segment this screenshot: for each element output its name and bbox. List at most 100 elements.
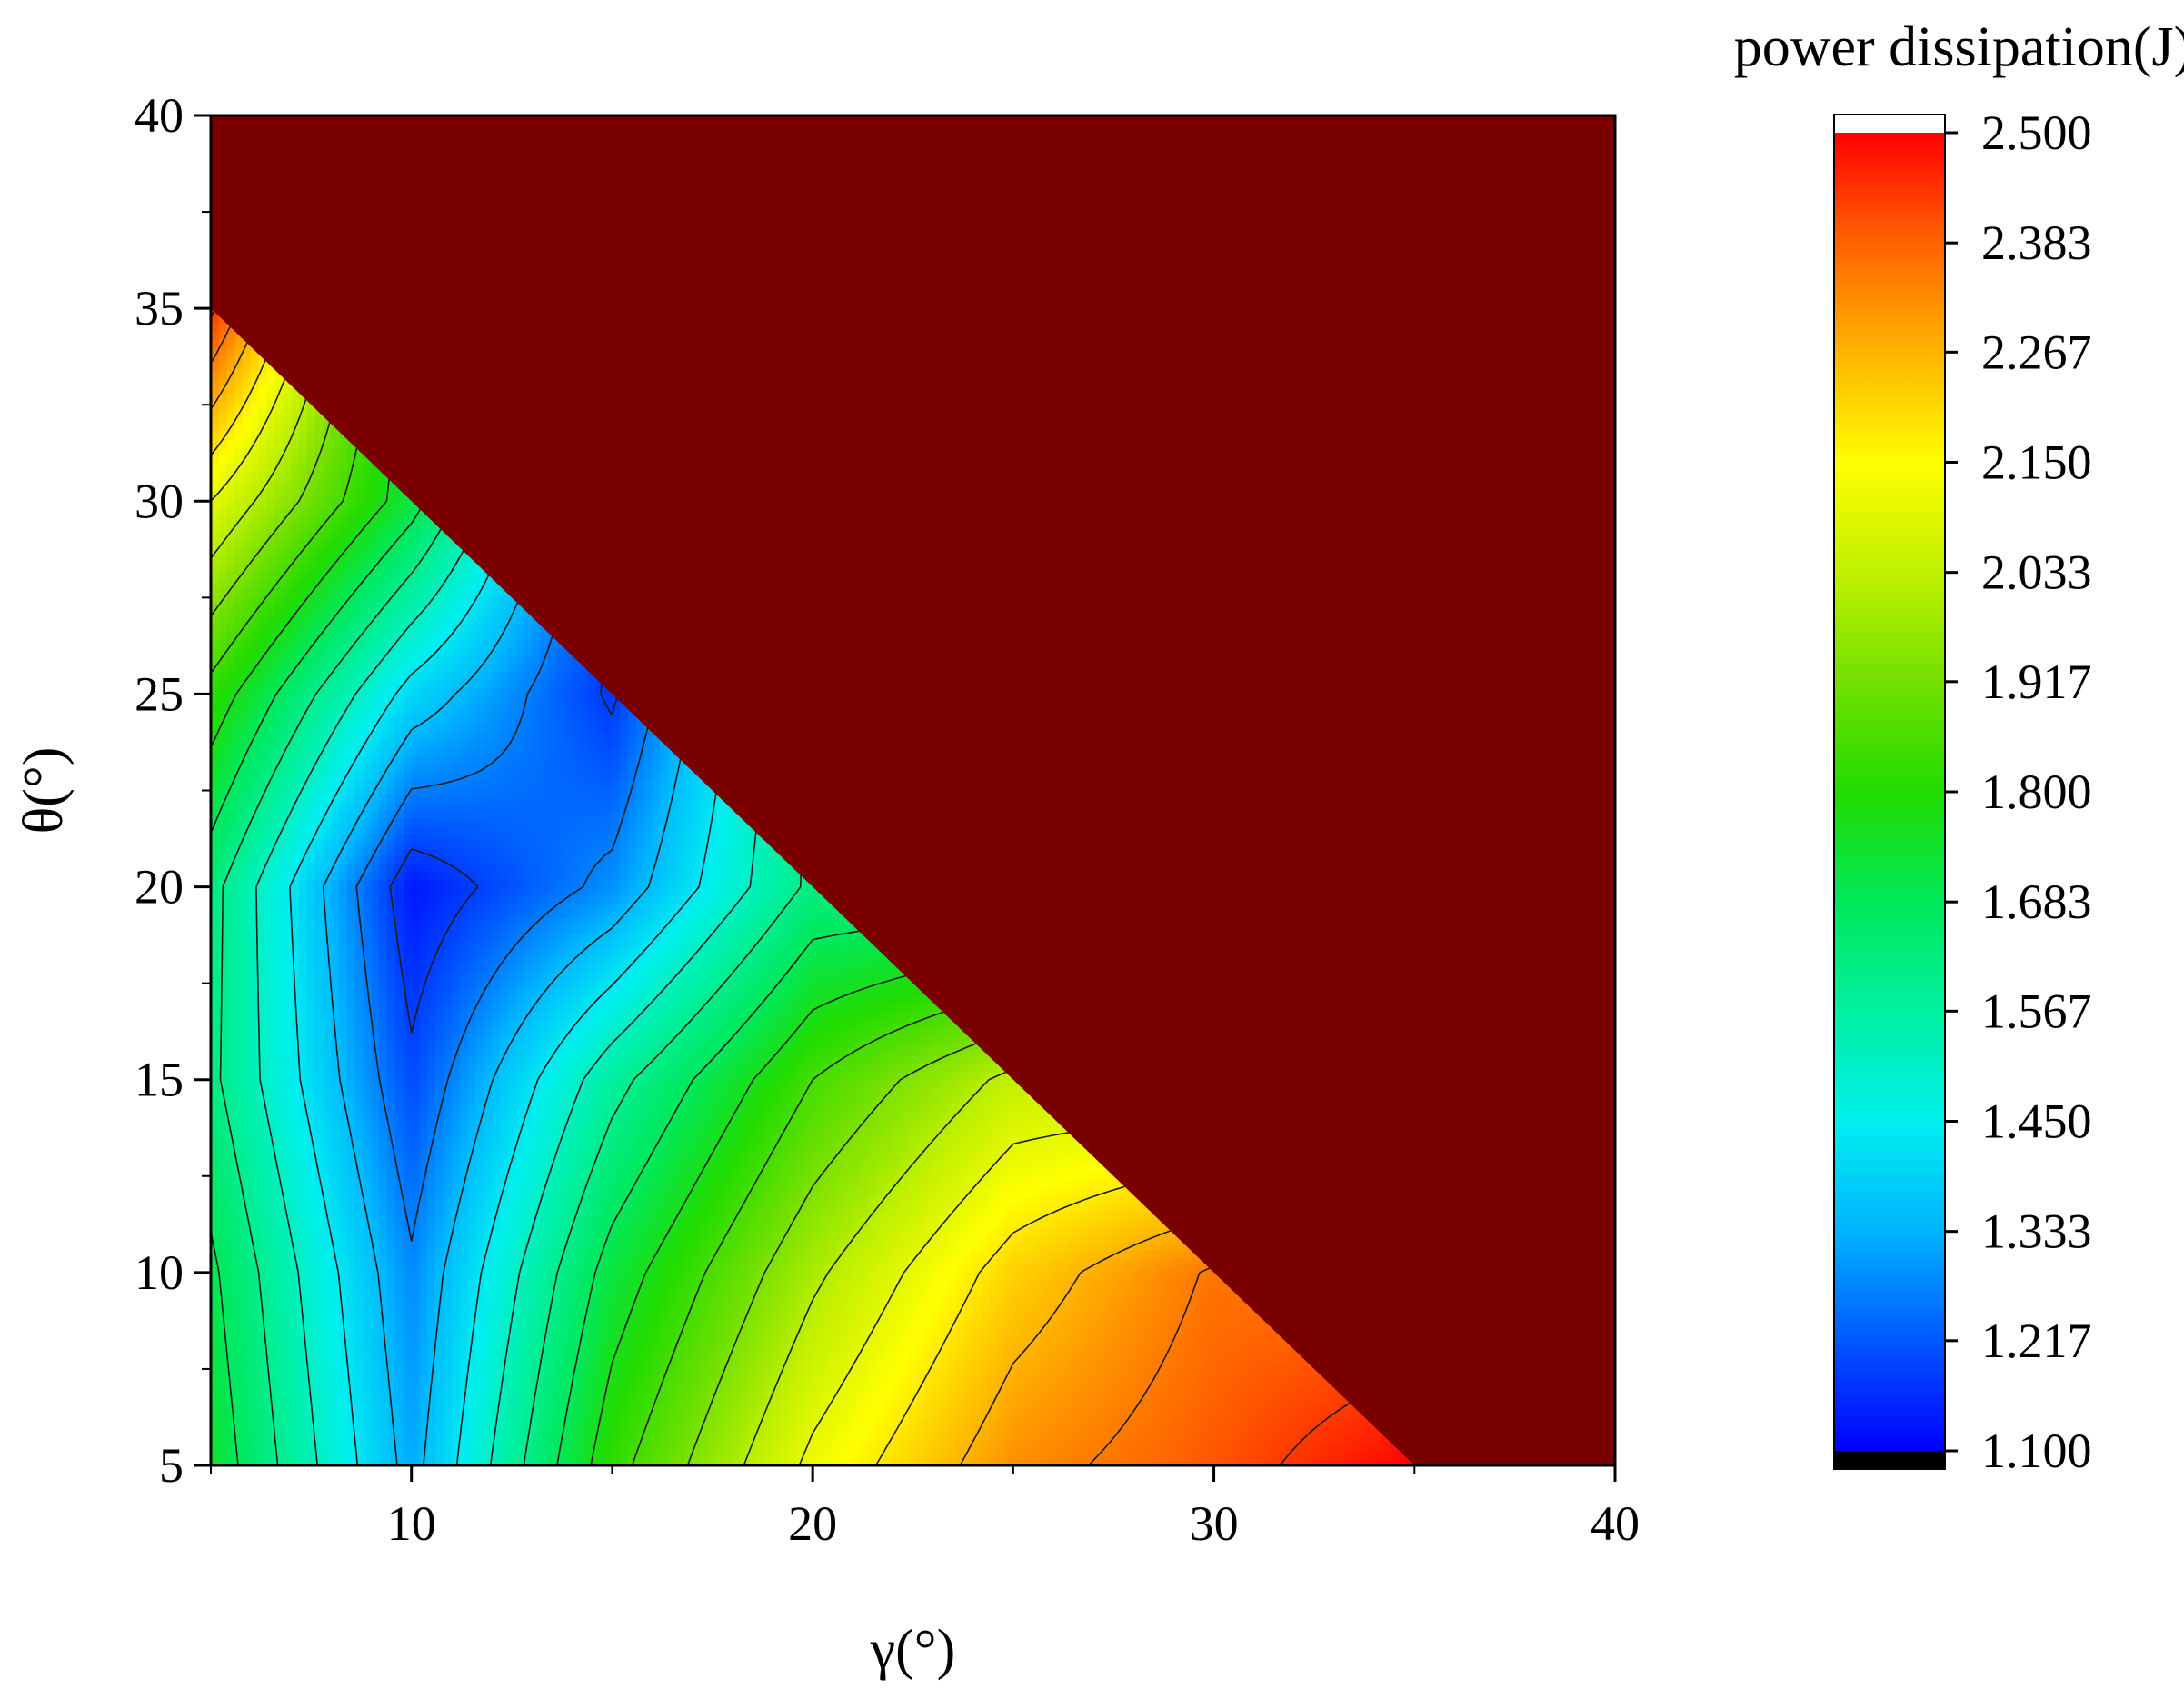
heatmap-cell <box>732 1349 742 1358</box>
heatmap-cell <box>1093 1287 1102 1297</box>
heatmap-cell <box>1093 1203 1102 1212</box>
heatmap-cell <box>1069 1457 1079 1465</box>
heatmap-cell <box>1245 1434 1255 1444</box>
heatmap-cell <box>620 1303 629 1313</box>
heatmap-cell <box>1230 1450 1239 1459</box>
heatmap-cell <box>732 1234 742 1243</box>
heatmap-cell <box>226 1442 236 1451</box>
heatmap-cell <box>635 1249 645 1258</box>
heatmap-cell <box>291 1234 300 1243</box>
heatmap-cell <box>451 1411 461 1420</box>
heatmap-cell <box>1157 1303 1167 1313</box>
heatmap-cell <box>218 1249 228 1258</box>
heatmap-cell <box>957 1388 966 1397</box>
heatmap-cell <box>266 1450 276 1459</box>
heatmap-cell <box>773 1426 782 1435</box>
heatmap-cell <box>1053 1434 1062 1444</box>
heatmap-cell <box>347 1419 356 1428</box>
heatmap-cell <box>211 1256 220 1266</box>
heatmap-cell <box>314 1264 324 1274</box>
heatmap-cell <box>764 1373 773 1382</box>
heatmap-cell <box>532 1357 541 1366</box>
heatmap-cell <box>475 1357 484 1366</box>
heatmap-cell <box>668 1287 677 1297</box>
heatmap-cell <box>1117 1311 1127 1320</box>
heatmap-cell <box>347 1364 356 1374</box>
heatmap-cell <box>1101 1364 1111 1374</box>
heatmap-cell <box>274 1334 284 1344</box>
heatmap-cell <box>1222 1326 1232 1335</box>
heatmap-cell <box>539 1272 549 1282</box>
heatmap-cell <box>813 1272 822 1282</box>
heatmap-cell <box>620 1195 629 1204</box>
heatmap-cell <box>532 1426 541 1435</box>
heatmap-cell <box>451 1380 461 1389</box>
heatmap-cell <box>1133 1326 1142 1335</box>
heatmap-cell <box>1262 1395 1272 1404</box>
heatmap-cell <box>1069 1234 1079 1243</box>
heatmap-cell <box>668 1411 677 1420</box>
heatmap-cell <box>218 1373 228 1382</box>
heatmap-cell <box>572 1395 581 1404</box>
heatmap-cell <box>1117 1364 1127 1374</box>
heatmap-cell <box>700 1434 710 1444</box>
heatmap-cell <box>1190 1357 1199 1366</box>
heatmap-cell <box>612 1272 622 1282</box>
heatmap-cell <box>1238 1295 1247 1304</box>
heatmap-cell <box>339 1334 348 1344</box>
heatmap-cell <box>652 1195 662 1204</box>
heatmap-cell <box>964 1203 974 1212</box>
heatmap-cell <box>595 1203 605 1212</box>
heatmap-cell <box>451 1234 461 1243</box>
heatmap-cell <box>949 1234 958 1243</box>
heatmap-cell <box>435 1388 444 1397</box>
heatmap-cell <box>291 1357 300 1366</box>
heatmap-cell <box>274 1272 284 1282</box>
heatmap-cell <box>499 1264 509 1274</box>
heatmap-cell <box>1245 1419 1255 1428</box>
heatmap-cell <box>844 1225 854 1235</box>
heatmap-cell <box>379 1210 389 1220</box>
heatmap-cell <box>1005 1287 1014 1297</box>
heatmap-cell <box>475 1349 484 1358</box>
heatmap-cell <box>218 1241 228 1251</box>
heatmap-cell <box>379 1195 389 1204</box>
heatmap-cell <box>274 1373 284 1382</box>
heatmap-cell <box>1222 1357 1232 1366</box>
heatmap-cell <box>788 1272 798 1282</box>
heatmap-cell <box>314 1287 324 1297</box>
heatmap-cell <box>1238 1388 1247 1397</box>
heatmap-cell <box>314 1234 324 1243</box>
heatmap-cell <box>836 1272 846 1282</box>
heatmap-cell <box>331 1303 341 1313</box>
heatmap-cell <box>901 1203 910 1212</box>
heatmap-cell <box>1133 1256 1142 1266</box>
heatmap-cell <box>323 1426 333 1435</box>
heatmap-cell <box>499 1334 509 1344</box>
heatmap-cell <box>932 1411 942 1420</box>
heatmap-cell <box>748 1342 758 1351</box>
heatmap-cell <box>1077 1187 1087 1196</box>
heatmap-cell <box>314 1318 324 1328</box>
heatmap-cell <box>612 1234 622 1243</box>
heatmap-cell <box>1021 1318 1031 1328</box>
heatmap-cell <box>1085 1280 1094 1289</box>
heatmap-cell <box>1029 1450 1039 1459</box>
heatmap-cell <box>266 1442 276 1451</box>
heatmap-cell <box>1125 1210 1135 1220</box>
heatmap-cell <box>700 1395 710 1404</box>
heatmap-cell <box>853 1326 862 1335</box>
heatmap-cell <box>1045 1388 1054 1397</box>
heatmap-cell <box>515 1357 525 1366</box>
heatmap-cell <box>226 1349 236 1358</box>
heatmap-cell <box>1077 1404 1087 1413</box>
heatmap-cell <box>507 1218 517 1227</box>
heatmap-cell <box>1213 1404 1223 1413</box>
heatmap-cell <box>492 1326 501 1335</box>
heatmap-cell <box>459 1442 469 1451</box>
heatmap-cell <box>989 1334 998 1344</box>
heatmap-cell <box>1142 1311 1151 1320</box>
heatmap-cell <box>331 1318 341 1328</box>
heatmap-cell <box>539 1318 549 1328</box>
heatmap-cell <box>283 1434 293 1444</box>
